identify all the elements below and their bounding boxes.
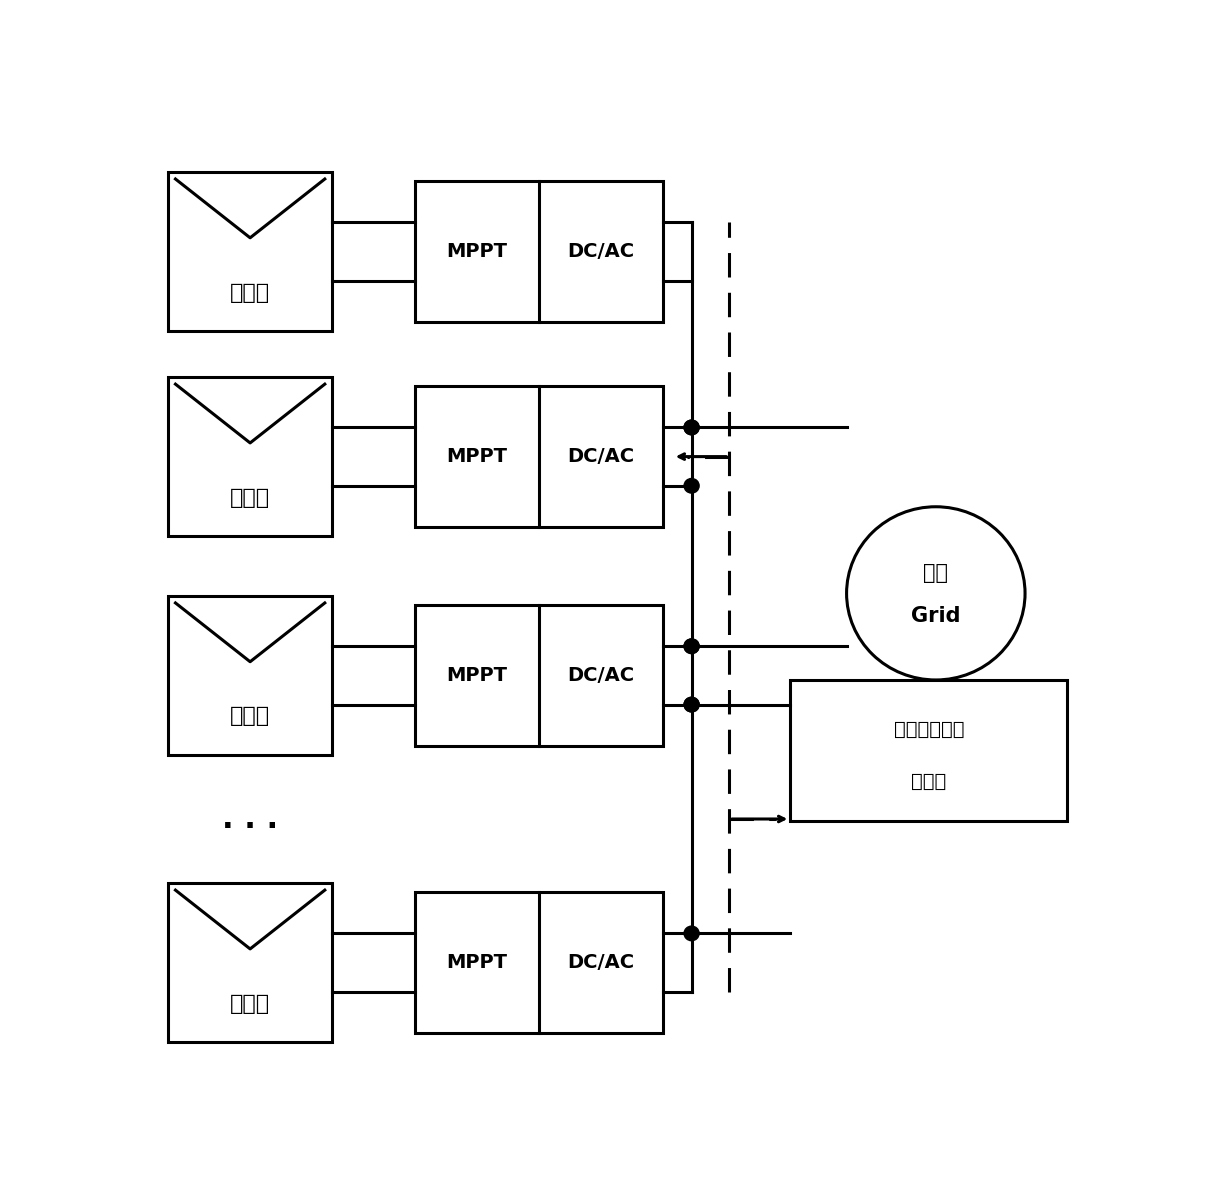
Circle shape: [684, 697, 699, 712]
Text: DC/AC: DC/AC: [567, 953, 635, 972]
Text: 电网: 电网: [924, 564, 948, 584]
Text: DC/AC: DC/AC: [567, 448, 635, 466]
Text: 电池板: 电池板: [230, 283, 270, 302]
Circle shape: [684, 926, 699, 941]
Circle shape: [684, 639, 699, 654]
Circle shape: [684, 697, 699, 712]
Text: MPPT: MPPT: [446, 953, 508, 972]
Circle shape: [684, 639, 699, 654]
Text: MPPT: MPPT: [446, 242, 508, 260]
Text: 电池板: 电池板: [230, 707, 270, 727]
Text: 电池板: 电池板: [230, 993, 270, 1014]
Text: MPPT: MPPT: [446, 665, 508, 684]
Circle shape: [684, 420, 699, 435]
Circle shape: [684, 420, 699, 435]
Text: 电池板: 电池板: [230, 488, 270, 508]
Text: DC/AC: DC/AC: [567, 665, 635, 684]
Text: 电池板阵列监: 电池板阵列监: [893, 720, 964, 739]
Text: MPPT: MPPT: [446, 448, 508, 466]
Text: 控装置: 控装置: [911, 772, 947, 791]
Circle shape: [684, 478, 699, 493]
Text: . . .: . . .: [222, 804, 279, 834]
Text: Grid: Grid: [911, 606, 961, 626]
Text: DC/AC: DC/AC: [567, 242, 635, 260]
